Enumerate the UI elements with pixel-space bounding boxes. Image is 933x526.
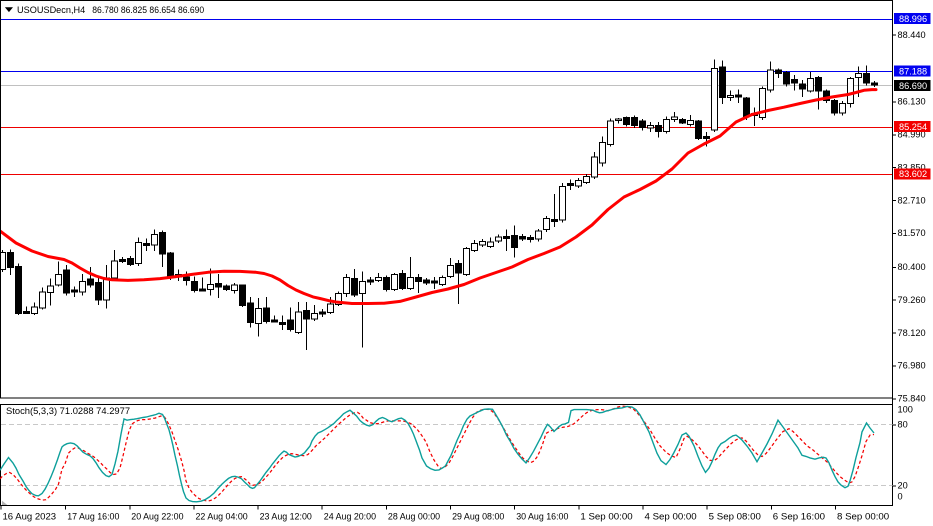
svg-text:0: 0: [898, 492, 903, 502]
svg-text:76.980: 76.980: [898, 361, 926, 371]
svg-text:8 Sep 00:00: 8 Sep 00:00: [837, 511, 889, 521]
svg-text:75.840: 75.840: [898, 394, 926, 404]
svg-text:86.780 86.825 86.654 86.690: 86.780 86.825 86.654 86.690: [92, 5, 204, 15]
svg-text:79.260: 79.260: [898, 295, 926, 305]
svg-text:30 Aug 16:00: 30 Aug 16:00: [516, 511, 568, 521]
svg-text:83.850: 83.850: [898, 162, 926, 172]
svg-text:87.188: 87.188: [899, 67, 927, 77]
svg-text:29 Aug 08:00: 29 Aug 08:00: [452, 511, 504, 521]
svg-text:Stoch(5,3,3) 71.0288 74.2977: Stoch(5,3,3) 71.0288 74.2977: [6, 405, 130, 416]
svg-text:81.570: 81.570: [898, 228, 926, 238]
svg-text:24 Aug 20:00: 24 Aug 20:00: [324, 511, 376, 521]
svg-text:22 Aug 04:00: 22 Aug 04:00: [196, 511, 248, 521]
svg-text:6 Sep 16:00: 6 Sep 16:00: [773, 511, 825, 521]
svg-text:82.710: 82.710: [898, 195, 926, 205]
svg-text:28 Aug 00:00: 28 Aug 00:00: [388, 511, 440, 521]
svg-text:84.990: 84.990: [898, 130, 926, 140]
svg-text:80: 80: [898, 420, 908, 430]
svg-text:88.440: 88.440: [898, 30, 926, 40]
svg-text:17 Aug 16:00: 17 Aug 16:00: [67, 511, 119, 521]
svg-text:5 Sep 08:00: 5 Sep 08:00: [709, 511, 761, 521]
svg-text:20 Aug 22:00: 20 Aug 22:00: [131, 511, 183, 521]
svg-text:86.690: 86.690: [899, 81, 927, 91]
svg-text:20: 20: [898, 481, 908, 491]
svg-text:23 Aug 12:00: 23 Aug 12:00: [260, 511, 312, 521]
svg-text:1 Sep 00:00: 1 Sep 00:00: [580, 511, 632, 521]
svg-text:86.130: 86.130: [898, 97, 926, 107]
svg-text:78.120: 78.120: [898, 328, 926, 338]
svg-text:85.254: 85.254: [899, 122, 927, 132]
svg-text:80.400: 80.400: [898, 262, 926, 272]
svg-text:83.602: 83.602: [899, 169, 927, 179]
svg-text:100: 100: [898, 405, 913, 415]
svg-text:4 Sep 00:00: 4 Sep 00:00: [645, 511, 697, 521]
svg-text:USOUSDecn,H4: USOUSDecn,H4: [17, 5, 85, 15]
svg-text:16 Aug 2023: 16 Aug 2023: [3, 511, 57, 521]
svg-text:88.996: 88.996: [899, 14, 927, 24]
